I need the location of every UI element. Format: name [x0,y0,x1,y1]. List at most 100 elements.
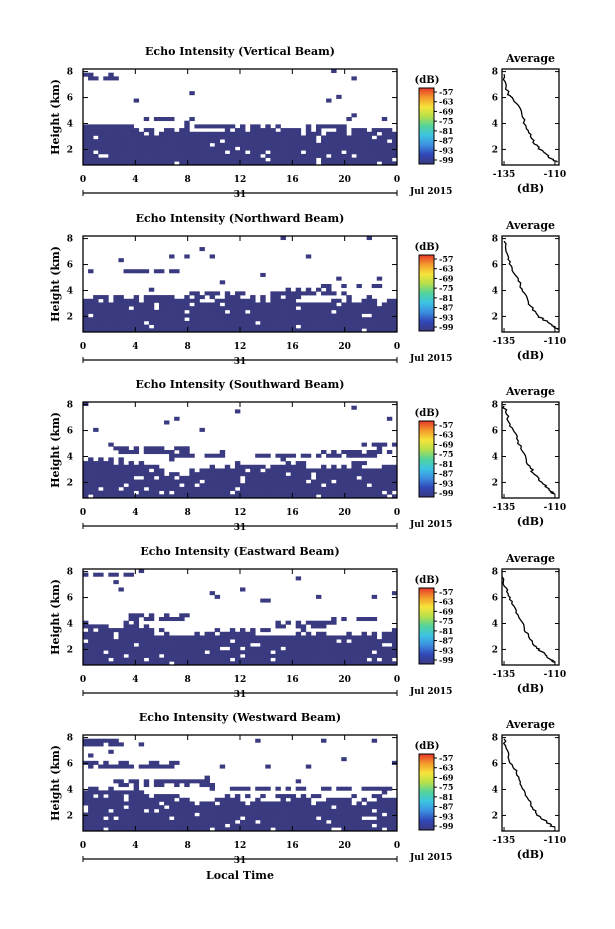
heatmap-cell [341,486,347,491]
heatmap-cell [199,650,205,655]
heatmap-cell [386,416,393,421]
heatmap-cell [93,139,99,144]
heatmap-cell [285,486,291,491]
heatmap-cell [83,302,89,307]
heatmap-cell [224,468,231,473]
heatmap-cell [270,142,276,147]
heatmap-cell [229,475,236,480]
heatmap-cell [164,479,170,484]
heatmap-cell [128,653,134,658]
heatmap-cell [300,146,307,151]
heatmap-cell [189,139,195,144]
heatmap-cell [234,472,241,477]
heatmap-cell [148,617,155,622]
heatmap-cell [113,324,119,329]
heatmap-cell [280,150,286,155]
heatmap-cell [103,653,109,658]
heatmap-cell [158,446,165,451]
heatmap-cell [88,786,94,791]
heatmap-cell [98,483,104,488]
heatmap-cell [229,153,236,158]
heatmap-cell [148,827,155,832]
heatmap-cell [229,317,236,322]
heatmap-cell [138,461,145,466]
heatmap-cell [199,150,205,155]
heatmap-cell [381,486,388,491]
heatmap-cell [98,639,104,644]
heatmap-cell [158,808,165,813]
heatmap-cell [123,153,129,158]
heatmap-cell [300,324,307,329]
heatmap-cell [219,153,226,158]
heatmap-cell [336,479,342,484]
heatmap-cell [326,479,332,484]
heatmap-cell [164,295,170,300]
heatmap-cell [280,475,286,480]
heatmap-cell [346,472,352,477]
heatmap-cell [260,650,266,655]
heatmap-cell [265,808,271,813]
heatmap-cell [260,642,266,647]
heatmap-cell [295,328,302,333]
heatmap-cell [275,302,281,307]
heatmap-cell [204,320,210,325]
heatmap-cell [179,797,185,802]
heatmap-cell [169,819,175,824]
heatmap-cell [108,320,114,325]
heatmap-cell [310,620,317,625]
heatmap-cell [93,161,99,166]
heatmap-cell [310,805,317,810]
heatmap-cell [270,324,276,329]
heatmap-cell [209,146,216,151]
heatmap-cell [158,816,165,821]
heatmap-cell [113,76,119,81]
heatmap-cell [351,635,357,640]
heatmap-cell [118,464,124,469]
heatmap-cell [315,479,322,484]
heatmap-cell [158,797,165,802]
heatmap-cell [331,320,337,325]
heatmap-cell [280,236,286,241]
heatmap-cell [391,302,398,307]
heatmap-cell [386,306,393,311]
heatmap-cell [290,291,297,296]
heatmap-cell [88,624,94,629]
heatmap-cell [169,153,175,158]
x-tick-label: 0 [80,841,86,851]
heatmap-cell [113,306,119,311]
heatmap-cell [88,805,94,810]
heatmap-cell [240,124,246,129]
heatmap-cell [88,320,94,325]
heatmap-cell [270,479,276,484]
heatmap-cell [351,309,357,314]
heatmap-cell [295,320,302,325]
heatmap-cell [194,157,200,162]
heatmap-cell [336,823,342,828]
heatmap-cell [326,812,332,817]
heatmap-cell [93,461,99,466]
heatmap-cell [356,328,362,333]
heatmap-cell [260,302,266,307]
heatmap-cell [103,812,109,817]
heatmap-cell [224,808,231,813]
heatmap-cell [153,479,160,484]
heatmap-cell [209,295,216,300]
heatmap-cell [98,475,104,480]
heatmap-cell [103,135,109,140]
heatmap-cell [118,306,124,311]
heatmap-cell [351,479,357,484]
heatmap-title: Echo Intensity (Westward Beam) [139,711,341,724]
heatmap-cell [376,786,383,791]
heatmap-cell [391,808,398,813]
heatmap-cell [260,823,266,828]
heatmap-cell [295,464,302,469]
heatmap-cell [315,624,322,629]
heatmap-cell [381,468,388,473]
heatmap-cell [128,494,134,499]
average-profile-line [503,240,560,330]
heatmap-cell [88,468,94,473]
avg-y-tick-label: 4 [492,619,498,629]
heatmap-cell [118,490,124,495]
heatmap-cell [93,786,99,791]
heatmap-cell [123,635,129,640]
